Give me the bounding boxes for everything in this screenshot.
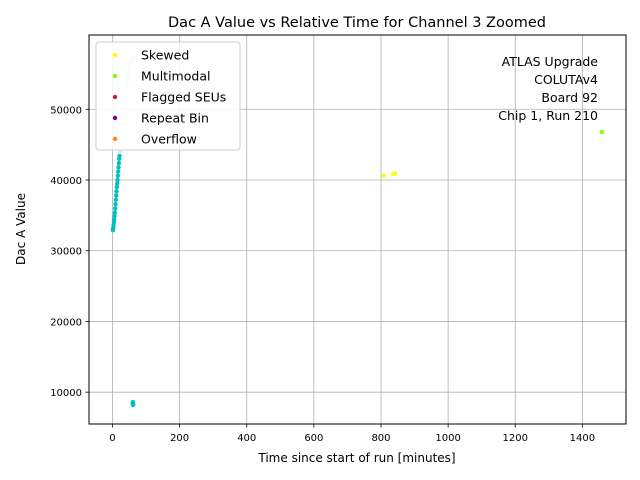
data-point [113,201,118,207]
data-point [116,160,122,166]
legend-label: Multimodal [141,69,210,84]
annotation-line: ATLAS Upgrade [502,54,599,69]
plot-frame [88,34,627,425]
x-tick-label: 200 [170,433,189,444]
x-tick-label: 1000 [435,433,460,444]
legend-marker [112,94,118,100]
y-tick-label: 40000 [50,176,82,187]
y-tick-label: 50000 [50,105,82,116]
legend-marker [112,73,118,79]
legend-label: Overflow [141,132,197,147]
x-tick-label: 1200 [503,433,528,444]
data-point [113,193,119,198]
legend-marker [112,52,118,58]
data-point [112,210,118,215]
data-point [114,181,120,186]
data-point [112,206,118,211]
grid-lines [89,35,626,424]
data-point [392,171,398,176]
axis-ticks: 0 200 400 600 800 1000 1200 1400 10000 20000 30000… [50,105,595,444]
y-tick-label: 10000 [50,388,82,399]
y-axis-label: Dac A Value [14,193,28,265]
annotation-line: Chip 1, Run 210 [498,108,598,123]
data-point [115,177,120,183]
legend-marker [112,136,118,142]
legend-box [95,41,241,151]
data-point [381,173,386,178]
y-tick-label: 20000 [50,317,82,328]
legend-marker [112,115,118,121]
x-tick-label: 800 [371,433,390,444]
run-annotation: ATLAS Upgrade COLUTAv4 Board 92 Chip 1, Run… [498,54,598,123]
data-point [115,169,121,174]
legend-label: Flagged SEUs [141,90,226,105]
legend: Skewed Multimodal Flagged SEUs Repeat Bin Ov… [95,41,241,151]
chart-title: Dac A Value vs Relative Time for Channel… [168,15,546,31]
data-point [111,217,117,222]
data-point [114,184,120,190]
legend-label: Repeat Bin [141,111,209,126]
x-tick-label: 400 [237,433,256,444]
x-tick-label: 600 [304,433,323,444]
annotation-line: Board 92 [541,90,598,105]
x-tick-label: 1400 [570,433,595,444]
x-axis-label: Time since start of run [minutes] [257,451,455,465]
legend-label: Skewed [141,48,189,63]
x-tick-label: 0 [109,433,115,444]
y-tick-label: 30000 [50,247,82,258]
data-point [113,197,119,202]
data-point [114,189,119,194]
data-point [115,173,121,178]
data-point [112,213,117,219]
data-point [117,153,122,159]
annotation-line: COLUTAv4 [534,72,598,87]
data-point [599,129,605,135]
data-point [117,149,123,154]
data-point [116,165,121,170]
data-point [130,399,136,405]
